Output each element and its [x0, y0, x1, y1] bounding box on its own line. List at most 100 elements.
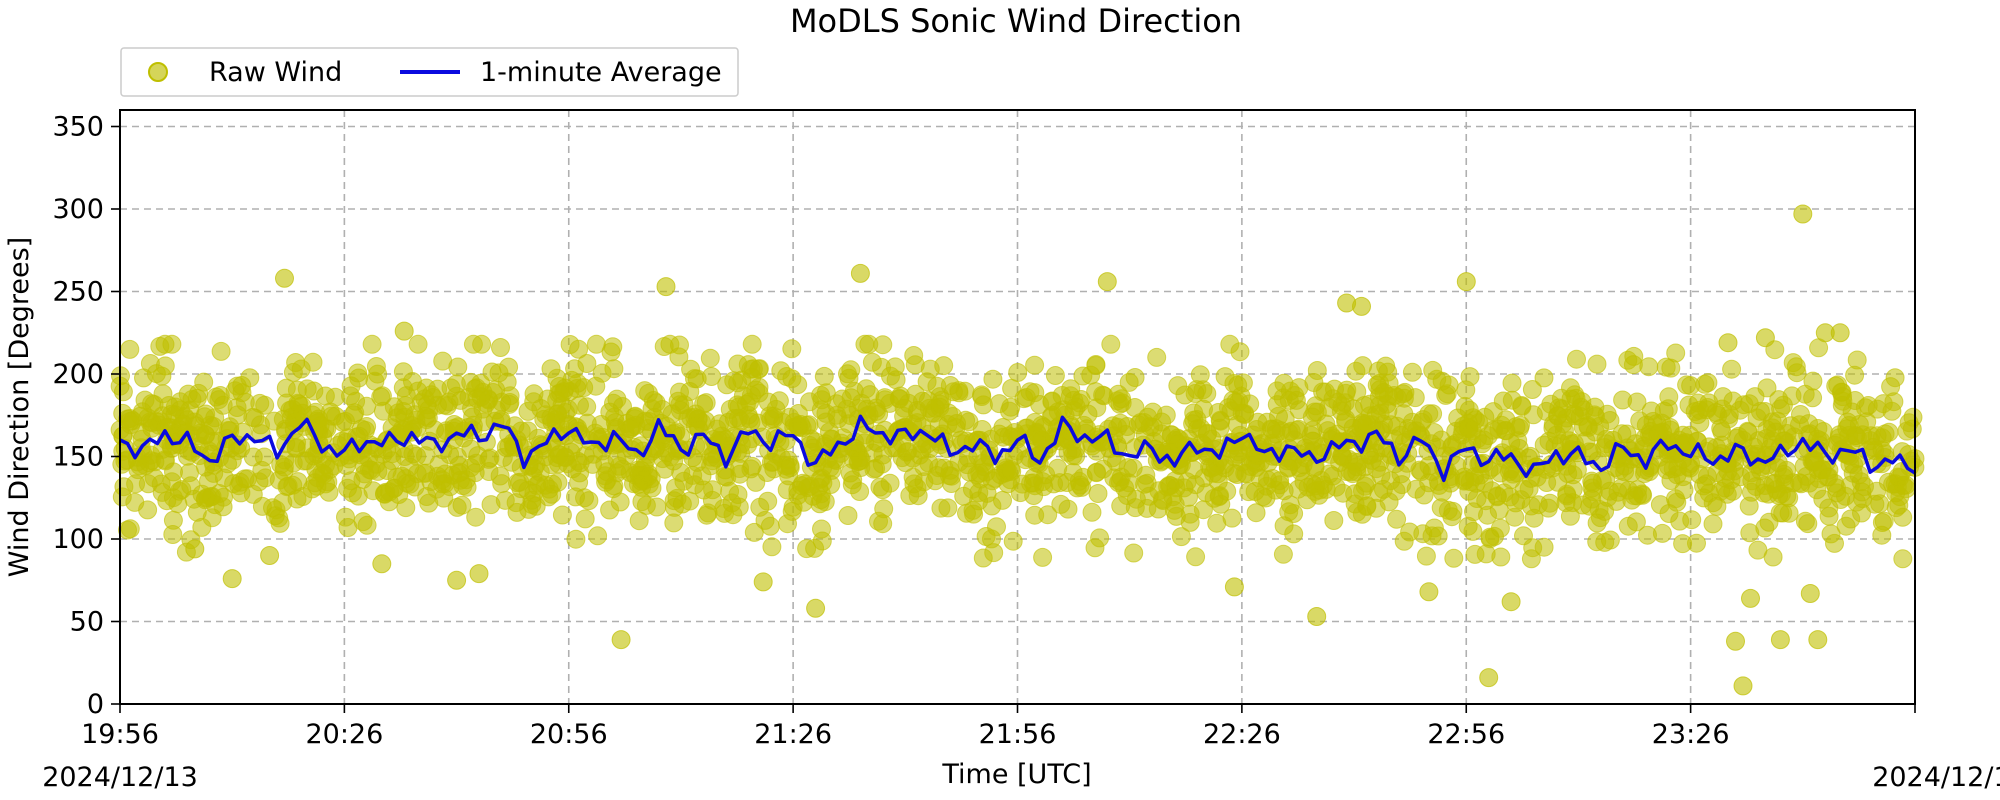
- raw-wind-point: [466, 507, 486, 527]
- raw-wind-point: [1101, 334, 1121, 354]
- raw-wind-point: [816, 412, 836, 432]
- raw-wind-point: [1307, 607, 1327, 626]
- raw-wind-point: [1014, 389, 1034, 409]
- raw-wind-point: [1557, 486, 1577, 506]
- raw-wind-point: [1376, 356, 1396, 376]
- raw-wind-point: [1657, 460, 1677, 480]
- raw-wind-point: [687, 369, 707, 389]
- raw-wind-point: [1703, 514, 1723, 534]
- raw-wind-point: [575, 509, 595, 529]
- raw-wind-point: [1086, 382, 1106, 402]
- x-tick-label: 19:56: [81, 719, 159, 750]
- legend: Raw Wind 1-minute Average: [120, 47, 739, 97]
- raw-wind-point: [1324, 511, 1344, 530]
- raw-wind-point: [1337, 462, 1357, 481]
- raw-wind-point: [880, 473, 900, 493]
- raw-wind-point: [1333, 483, 1353, 503]
- raw-wind-point: [960, 462, 979, 482]
- raw-wind-point: [843, 450, 863, 470]
- raw-wind-point: [1045, 366, 1065, 385]
- raw-wind-point: [1137, 498, 1157, 518]
- legend-label-raw-wind: Raw Wind: [209, 57, 342, 88]
- raw-wind-point: [1639, 357, 1659, 377]
- raw-wind-point: [586, 376, 606, 396]
- raw-wind-point: [126, 474, 146, 494]
- raw-wind-point: [447, 570, 467, 590]
- raw-wind-point: [1759, 512, 1779, 532]
- raw-wind-point: [156, 418, 176, 438]
- raw-wind-point: [541, 359, 561, 379]
- raw-wind-point: [728, 354, 748, 374]
- raw-wind-point: [1826, 376, 1846, 396]
- raw-wind-point: [423, 388, 443, 407]
- raw-wind-point: [1832, 395, 1852, 415]
- raw-wind-point: [579, 491, 599, 511]
- raw-wind-point: [570, 463, 590, 483]
- raw-wind-point: [1741, 588, 1760, 608]
- raw-wind-point: [1694, 476, 1713, 496]
- raw-wind-point: [437, 396, 457, 416]
- raw-wind-point: [1857, 412, 1877, 432]
- raw-wind-point: [1718, 333, 1738, 353]
- raw-wind-point: [1465, 544, 1485, 564]
- raw-wind-point: [363, 481, 383, 501]
- raw-wind-point: [1370, 452, 1390, 472]
- raw-wind-point: [1879, 422, 1899, 442]
- raw-wind-point: [1327, 424, 1347, 444]
- raw-wind-point: [700, 348, 720, 368]
- raw-wind-point: [665, 497, 684, 517]
- raw-wind-point: [1808, 630, 1828, 650]
- raw-wind-point: [760, 406, 780, 426]
- raw-wind-point: [357, 515, 377, 535]
- raw-wind-point: [351, 419, 371, 439]
- raw-wind-point: [120, 411, 140, 431]
- raw-wind-point: [466, 453, 486, 473]
- raw-wind-point: [1825, 533, 1844, 553]
- raw-wind-point: [742, 456, 762, 476]
- raw-wind-point: [387, 467, 407, 487]
- raw-wind-point: [797, 539, 817, 559]
- raw-wind-point: [771, 361, 791, 381]
- raw-wind-point: [1641, 401, 1661, 421]
- raw-wind-point: [433, 351, 453, 371]
- raw-wind-point: [446, 374, 466, 394]
- x-axis-label: Time [UTC]: [941, 759, 1091, 790]
- raw-wind-point: [1803, 388, 1823, 408]
- raw-wind-point: [155, 451, 175, 471]
- raw-wind-point: [1500, 487, 1520, 507]
- raw-wind-point: [1222, 508, 1242, 528]
- raw-wind-point: [842, 475, 862, 495]
- raw-wind-point: [1107, 391, 1127, 411]
- raw-wind-point: [1002, 461, 1022, 481]
- raw-wind-point: [169, 481, 189, 501]
- raw-wind-point: [600, 500, 620, 520]
- raw-wind-point: [389, 485, 409, 504]
- raw-wind-point: [1613, 390, 1633, 410]
- y-axis-label: Wind Direction [Degrees]: [4, 237, 35, 577]
- raw-wind-point: [562, 370, 582, 390]
- raw-wind-point: [1830, 323, 1850, 343]
- x-tick-label: 21:56: [979, 719, 1057, 750]
- raw-wind-point: [338, 478, 358, 498]
- raw-wind-point: [1394, 388, 1414, 408]
- raw-wind-point: [1003, 531, 1023, 551]
- raw-wind-point: [983, 369, 1003, 389]
- raw-wind-point: [303, 352, 323, 372]
- raw-wind-point: [1048, 458, 1068, 478]
- raw-wind-point: [349, 368, 369, 388]
- raw-wind-point: [855, 334, 875, 354]
- raw-wind-point: [138, 500, 158, 520]
- raw-wind-point: [393, 362, 413, 382]
- raw-wind-point: [1124, 543, 1144, 563]
- raw-wind-point: [142, 394, 161, 414]
- raw-wind-point: [1808, 429, 1827, 449]
- raw-wind-point: [372, 554, 392, 574]
- raw-wind-point: [1423, 360, 1443, 380]
- raw-wind-point: [1328, 392, 1348, 412]
- raw-wind-point: [120, 519, 140, 539]
- raw-wind-point: [1574, 400, 1594, 420]
- raw-wind-point: [1285, 386, 1305, 405]
- raw-wind-point: [742, 334, 762, 354]
- raw-wind-point: [1892, 462, 1912, 481]
- raw-wind-point: [266, 500, 286, 520]
